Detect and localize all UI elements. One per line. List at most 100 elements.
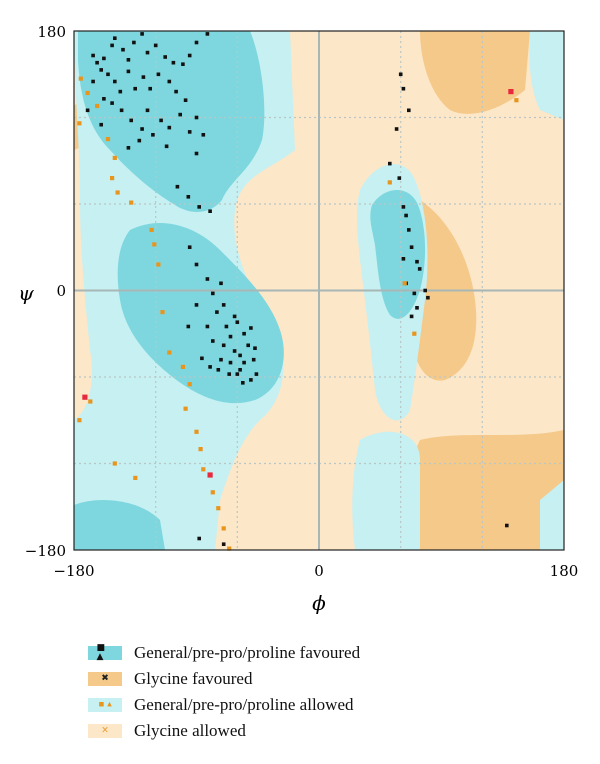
- glycine-point: [110, 176, 115, 181]
- general-point: [232, 314, 237, 319]
- general-point: [151, 133, 155, 137]
- glycine-point: [133, 475, 138, 480]
- glycine-point: [201, 467, 206, 472]
- ramachandran-plot: −180 0 180 180 0 −180 ϕ ψ: [18, 23, 579, 615]
- general-point: [194, 115, 199, 120]
- glycine-point: [221, 526, 226, 531]
- general-point: [409, 314, 414, 319]
- general-point: [208, 209, 212, 213]
- legend-swatch-glycine-allowed: ×: [88, 724, 122, 738]
- general-point: [228, 360, 233, 365]
- legend-marker-glycine-favoured: ✖: [101, 673, 109, 684]
- general-point: [215, 310, 219, 314]
- general-point: [110, 43, 114, 48]
- y-axis-label: ψ: [18, 281, 34, 305]
- glycine-point: [198, 447, 203, 452]
- general-point: [219, 281, 223, 286]
- general-point: [232, 349, 237, 353]
- outlier-point: [508, 89, 514, 95]
- general-point: [221, 343, 226, 348]
- general-point: [140, 32, 144, 36]
- general-point: [205, 32, 210, 36]
- general-point: [224, 324, 229, 329]
- glycine-point: [95, 103, 100, 109]
- general-point: [221, 303, 226, 307]
- general-point: [102, 56, 106, 61]
- general-point: [249, 378, 253, 382]
- general-point: [167, 79, 172, 84]
- x-tick-label-max: 180: [550, 562, 579, 580]
- general-point: [175, 184, 180, 189]
- general-point: [235, 372, 240, 376]
- legend-item-general-favoured: ■ ▲ General/pre-pro/proline favoured: [88, 640, 360, 666]
- general-point: [235, 320, 240, 324]
- outlier-point: [82, 394, 88, 400]
- general-point: [246, 343, 250, 348]
- general-point: [186, 324, 191, 329]
- general-point: [221, 542, 226, 546]
- general-point: [113, 79, 117, 84]
- glycine-point: [210, 490, 215, 495]
- legend-swatch-general-allowed: ▪ ▴: [88, 698, 122, 712]
- general-point: [205, 277, 210, 281]
- general-point: [197, 536, 201, 541]
- glycine-point: [78, 76, 83, 81]
- glycine-point: [167, 350, 172, 355]
- glycine-point: [216, 506, 221, 511]
- general-point: [159, 118, 163, 123]
- legend: ■ ▲ General/pre-pro/proline favoured ✖ G…: [88, 640, 360, 744]
- legend-label-general-favoured: General/pre-pro/proline favoured: [134, 643, 361, 662]
- general-point: [145, 50, 150, 55]
- general-point: [181, 62, 185, 66]
- glycine-point: [514, 98, 519, 103]
- general-point: [91, 79, 95, 84]
- general-point: [201, 133, 206, 137]
- legend-marker-general-allowed: ▪ ▴: [98, 699, 112, 710]
- general-point: [253, 346, 257, 350]
- general-point: [407, 108, 411, 113]
- general-point: [163, 55, 167, 59]
- general-point: [211, 291, 215, 296]
- data-points: [77, 32, 519, 551]
- general-point: [119, 108, 124, 113]
- general-point: [398, 72, 403, 77]
- grid: [74, 31, 564, 550]
- general-point: [194, 303, 199, 307]
- glycine-point: [387, 180, 392, 185]
- general-point: [129, 118, 133, 123]
- legend-item-glycine-favoured: ✖ Glycine favoured: [88, 666, 360, 692]
- general-point: [417, 267, 422, 271]
- legend-label-general-allowed: General/pre-pro/proline allowed: [134, 695, 354, 714]
- general-point: [137, 138, 142, 143]
- general-point: [242, 360, 246, 365]
- general-point: [164, 144, 169, 149]
- general-point: [407, 228, 411, 232]
- general-point: [394, 127, 399, 131]
- legend-swatch-general-favoured: ■ ▲: [88, 643, 122, 662]
- x-axis-label: ϕ: [312, 591, 326, 615]
- general-point: [118, 89, 123, 94]
- legend-marker-general-favoured: ■ ▲: [96, 643, 106, 662]
- legend-swatch-glycine-favoured: ✖: [88, 672, 122, 686]
- glycine-point: [412, 331, 417, 336]
- general-point: [171, 60, 176, 65]
- glycine-point: [156, 262, 161, 267]
- general-point: [110, 101, 114, 105]
- glycine-point: [402, 281, 407, 286]
- glycine-point: [194, 429, 199, 434]
- legend-item-glycine-allowed: × Glycine allowed: [88, 718, 360, 744]
- general-point: [95, 60, 99, 65]
- outlier-point: [207, 472, 213, 478]
- general-point: [505, 523, 509, 528]
- general-point: [140, 127, 144, 131]
- general-point: [194, 151, 199, 156]
- glycine-point: [227, 546, 232, 551]
- general-point: [99, 122, 103, 127]
- general-point: [388, 161, 392, 166]
- general-point: [178, 112, 182, 117]
- general-point: [99, 68, 103, 72]
- general-favoured-regions: [74, 31, 426, 550]
- general-point: [133, 86, 137, 91]
- glycine-point: [112, 461, 117, 466]
- general-point: [174, 89, 178, 94]
